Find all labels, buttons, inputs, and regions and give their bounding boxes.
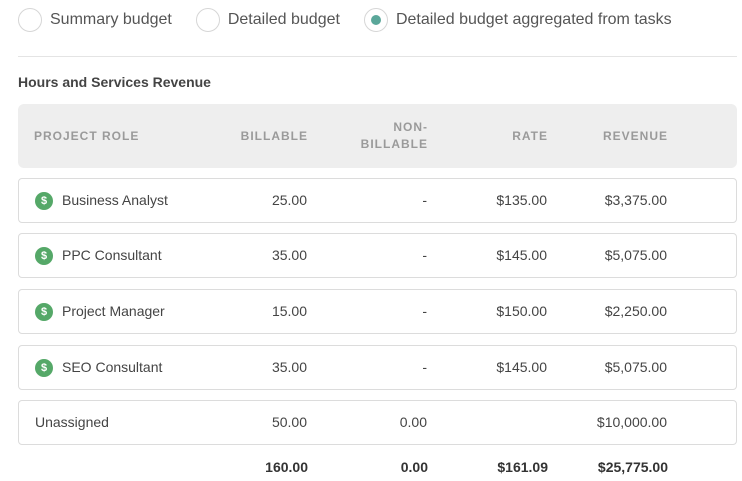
revenue-cell: $3,375.00 [604, 192, 667, 208]
total-rate: $161.09 [497, 459, 548, 475]
table-row[interactable]: $ Project Manager 15.00 - $150.00 $2,250… [18, 289, 737, 334]
table-row[interactable]: $ Business Analyst 25.00 - $135.00 $3,37… [18, 178, 737, 223]
role-cell: $ PPC Consultant [35, 234, 162, 277]
dollar-icon: $ [35, 246, 53, 265]
billable-cell: 25.00 [271, 192, 307, 208]
totals-row: 160.00 0.00 $161.09 $25,775.00 [18, 456, 737, 478]
column-header-revenue: REVENUE [602, 129, 668, 143]
column-header-line: BILLABLE [360, 137, 428, 151]
rate-cell: $145.00 [496, 247, 547, 263]
radio-label: Detailed budget [227, 11, 340, 28]
rate-cell: $145.00 [496, 359, 547, 375]
table-row[interactable]: Unassigned 50.00 0.00 $10,000.00 [18, 400, 737, 445]
billable-cell: 35.00 [271, 247, 307, 263]
budget-type-radio-group: Summary budget Detailed budget Detailed … [18, 6, 672, 34]
billable-cell: 50.00 [271, 414, 307, 430]
total-non-billable: 0.00 [400, 459, 428, 475]
section-title: Hours and Services Revenue [18, 74, 211, 90]
column-header-rate: RATE [512, 129, 548, 143]
role-name: Business Analyst [62, 192, 168, 208]
role-cell: Unassigned [35, 401, 109, 444]
dollar-icon: $ [35, 302, 53, 321]
non-billable-cell: - [422, 303, 427, 319]
role-cell: $ Business Analyst [35, 179, 168, 222]
revenue-cell: $10,000.00 [596, 414, 667, 430]
dollar-icon: $ [35, 358, 53, 377]
table-header: PROJECT ROLE BILLABLE NON- BILLABLE RATE… [18, 104, 737, 168]
table-row[interactable]: $ PPC Consultant 35.00 - $145.00 $5,075.… [18, 233, 737, 278]
role-name: Project Manager [62, 303, 165, 319]
rate-cell: $135.00 [496, 192, 547, 208]
divider [18, 56, 737, 57]
radio-dot [370, 15, 381, 25]
revenue-cell: $5,075.00 [604, 247, 667, 263]
role-name: SEO Consultant [62, 359, 163, 375]
revenue-cell: $2,250.00 [604, 303, 667, 319]
radio-button[interactable] [18, 8, 42, 32]
role-name: PPC Consultant [62, 247, 162, 263]
radio-detailed-budget[interactable]: Detailed budget [195, 8, 340, 32]
total-billable: 160.00 [265, 459, 308, 475]
column-header-line: NON- [393, 120, 428, 134]
rate-cell: $150.00 [496, 303, 547, 319]
dollar-icon: $ [35, 191, 53, 210]
column-header-project-role: PROJECT ROLE [34, 129, 140, 143]
radio-label: Summary budget [50, 11, 172, 28]
total-revenue: $25,775.00 [597, 459, 668, 475]
table-row[interactable]: $ SEO Consultant 35.00 - $145.00 $5,075.… [18, 345, 737, 390]
billable-cell: 35.00 [271, 359, 307, 375]
radio-button[interactable] [195, 8, 220, 32]
non-billable-cell: 0.00 [399, 414, 427, 430]
non-billable-cell: - [422, 247, 427, 263]
revenue-cell: $5,075.00 [604, 359, 667, 375]
role-cell: $ SEO Consultant [35, 346, 162, 389]
radio-detailed-budget-aggregated[interactable]: Detailed budget aggregated from tasks [363, 8, 672, 32]
radio-label: Detailed budget aggregated from tasks [395, 11, 672, 28]
radio-button-selected[interactable] [363, 8, 388, 32]
billable-cell: 15.00 [271, 303, 307, 319]
role-name: Unassigned [35, 414, 109, 430]
radio-summary-budget[interactable]: Summary budget [18, 8, 172, 32]
column-header-non-billable: NON- BILLABLE [348, 119, 428, 153]
non-billable-cell: - [422, 359, 427, 375]
non-billable-cell: - [422, 192, 427, 208]
column-header-billable: BILLABLE [240, 129, 308, 143]
role-cell: $ Project Manager [35, 290, 165, 333]
